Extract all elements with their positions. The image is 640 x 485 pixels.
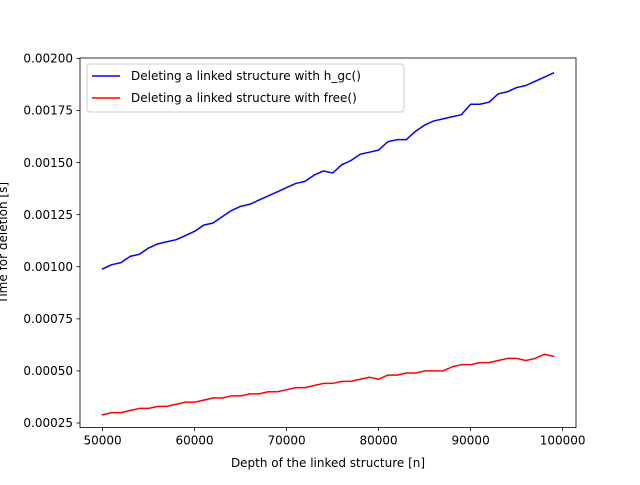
legend-label-h-gc: Deleting a linked structure with h_gc() <box>131 69 361 83</box>
legend-label-free: Deleting a linked structure with free() <box>131 91 357 105</box>
x-tick-label: 80000 <box>360 434 398 448</box>
x-tick-label: 60000 <box>175 434 213 448</box>
x-axis-title: Depth of the linked structure [n] <box>231 456 425 470</box>
y-tick-label: 0.00150 <box>23 156 73 170</box>
y-tick-label: 0.00050 <box>23 364 73 378</box>
x-tick-label: 50000 <box>83 434 121 448</box>
x-tick-label: 100000 <box>540 434 586 448</box>
y-tick-label: 0.00075 <box>23 312 73 326</box>
y-tick-label: 0.00200 <box>23 52 73 66</box>
y-tick-label: 0.00125 <box>23 208 73 222</box>
series-line-0 <box>101 72 555 270</box>
series-layer <box>101 72 555 416</box>
y-tick-label: 0.00100 <box>23 260 73 274</box>
x-tick-label: 90000 <box>452 434 490 448</box>
legend-box <box>86 63 405 113</box>
y-tick-label: 0.00175 <box>23 104 73 118</box>
series-line-1 <box>101 353 555 416</box>
x-tick-label: 70000 <box>267 434 305 448</box>
x-axis: 50000 60000 70000 80000 90000 100000 <box>83 427 586 448</box>
y-axis-title: Time for deletion [s] <box>0 182 10 305</box>
y-axis: 0.00025 0.00050 0.00075 0.00100 0.00125 0.001… <box>23 52 80 430</box>
plot-area-frame <box>79 57 577 429</box>
y-tick-label: 0.00025 <box>23 416 73 430</box>
legend: Deleting a linked structure with h_gc() … <box>86 63 405 113</box>
